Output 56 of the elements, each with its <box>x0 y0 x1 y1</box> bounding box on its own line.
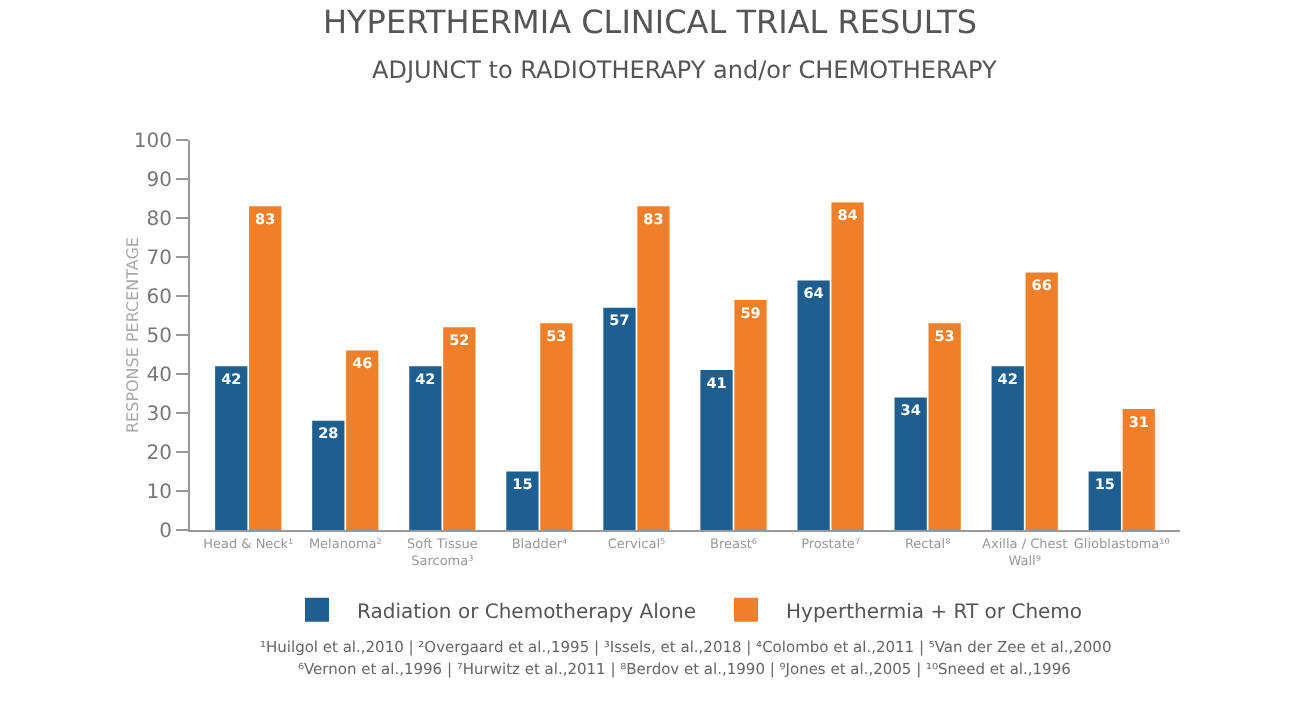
legend-label: Hyperthermia + RT or Chemo <box>786 601 1083 624</box>
bar <box>928 323 961 530</box>
y-tick-label: 10 <box>146 482 172 504</box>
bar <box>1025 272 1058 530</box>
y-axis-title: RESPONSE PERCENTAGE <box>124 237 142 433</box>
y-tick-label: 60 <box>146 287 172 309</box>
bar <box>312 420 345 530</box>
y-tick-label: 90 <box>146 170 172 192</box>
data-label: 15 <box>1094 475 1115 494</box>
data-label: 64 <box>803 284 824 303</box>
bar <box>215 366 248 530</box>
bar <box>797 280 830 530</box>
bar <box>540 323 573 530</box>
data-label: 41 <box>706 373 727 392</box>
bar <box>443 327 476 530</box>
data-label: 53 <box>934 326 955 345</box>
y-tick-label: 70 <box>146 248 172 270</box>
data-label: 42 <box>415 369 436 388</box>
bar <box>1088 471 1121 530</box>
bar <box>1122 409 1155 530</box>
data-label: 46 <box>352 354 373 373</box>
bar <box>991 366 1024 530</box>
data-label: 31 <box>1128 412 1149 431</box>
y-tick-label: 30 <box>146 404 172 426</box>
bar <box>346 350 379 530</box>
data-label: 42 <box>997 369 1018 388</box>
bar <box>700 370 733 530</box>
y-tick-label: 80 <box>146 209 172 231</box>
data-label: 42 <box>221 369 242 388</box>
chart-title: HYPERTHERMIA CLINICAL TRIAL RESULTS <box>323 3 977 42</box>
data-label: 83 <box>643 209 664 228</box>
data-label: 66 <box>1031 276 1052 295</box>
bar <box>603 307 636 530</box>
data-label: 53 <box>546 326 567 345</box>
y-tick-label: 0 <box>159 521 172 543</box>
data-label: 57 <box>609 311 630 330</box>
y-tick-label: 20 <box>146 443 172 465</box>
bar <box>831 202 864 530</box>
bar <box>506 471 539 530</box>
bar <box>894 397 927 530</box>
legend-label: Radiation or Chemotherapy Alone <box>357 601 697 624</box>
data-label: 28 <box>318 424 339 443</box>
data-label: 83 <box>255 209 276 228</box>
data-label: 52 <box>449 330 470 349</box>
bar <box>734 299 767 530</box>
bar <box>637 206 670 530</box>
chart-subtitle: ADJUNCT to RADIOTHERAPY and/or CHEMOTHERAPY <box>372 56 998 84</box>
bar <box>409 366 442 530</box>
y-tick-label: 100 <box>133 131 172 153</box>
data-label: 15 <box>512 475 533 494</box>
data-label: 34 <box>900 401 921 420</box>
y-tick-label: 40 <box>146 365 172 387</box>
bar <box>249 206 282 530</box>
data-label: 84 <box>837 206 858 225</box>
data-label: 59 <box>740 303 761 322</box>
y-tick-label: 50 <box>146 326 172 348</box>
